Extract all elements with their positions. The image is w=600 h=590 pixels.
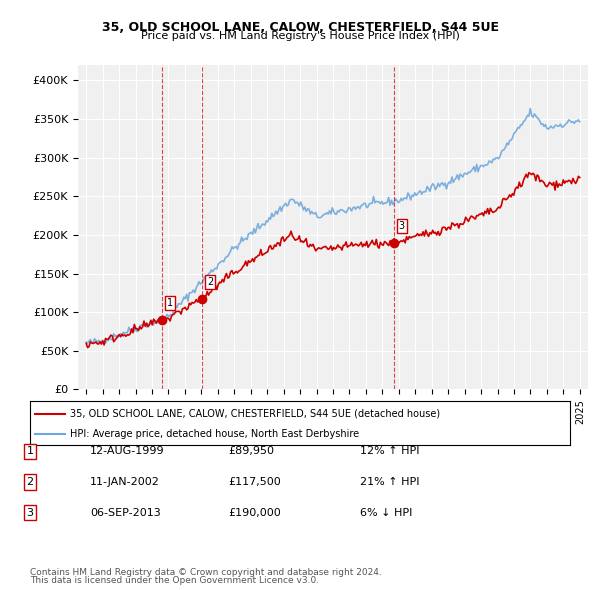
Text: HPI: Average price, detached house, North East Derbyshire: HPI: Average price, detached house, Nort… xyxy=(71,430,359,440)
Text: £117,500: £117,500 xyxy=(228,477,281,487)
Text: 11-JAN-2002: 11-JAN-2002 xyxy=(90,477,160,487)
Text: 1: 1 xyxy=(26,447,34,456)
Text: This data is licensed under the Open Government Licence v3.0.: This data is licensed under the Open Gov… xyxy=(30,576,319,585)
Text: 12-AUG-1999: 12-AUG-1999 xyxy=(90,447,164,456)
Text: 35, OLD SCHOOL LANE, CALOW, CHESTERFIELD, S44 5UE: 35, OLD SCHOOL LANE, CALOW, CHESTERFIELD… xyxy=(101,21,499,34)
Text: Price paid vs. HM Land Registry's House Price Index (HPI): Price paid vs. HM Land Registry's House … xyxy=(140,31,460,41)
Text: 12% ↑ HPI: 12% ↑ HPI xyxy=(360,447,419,456)
Text: 3: 3 xyxy=(26,508,34,517)
Text: 35, OLD SCHOOL LANE, CALOW, CHESTERFIELD, S44 5UE (detached house): 35, OLD SCHOOL LANE, CALOW, CHESTERFIELD… xyxy=(71,409,440,418)
Text: 6% ↓ HPI: 6% ↓ HPI xyxy=(360,508,412,517)
Text: 1: 1 xyxy=(167,298,173,308)
Text: £89,950: £89,950 xyxy=(228,447,274,456)
Text: 3: 3 xyxy=(398,221,404,231)
Text: 2: 2 xyxy=(26,477,34,487)
Text: Contains HM Land Registry data © Crown copyright and database right 2024.: Contains HM Land Registry data © Crown c… xyxy=(30,568,382,577)
Text: 21% ↑ HPI: 21% ↑ HPI xyxy=(360,477,419,487)
Text: 2: 2 xyxy=(207,277,213,287)
Text: £190,000: £190,000 xyxy=(228,508,281,517)
Text: 06-SEP-2013: 06-SEP-2013 xyxy=(90,508,161,517)
